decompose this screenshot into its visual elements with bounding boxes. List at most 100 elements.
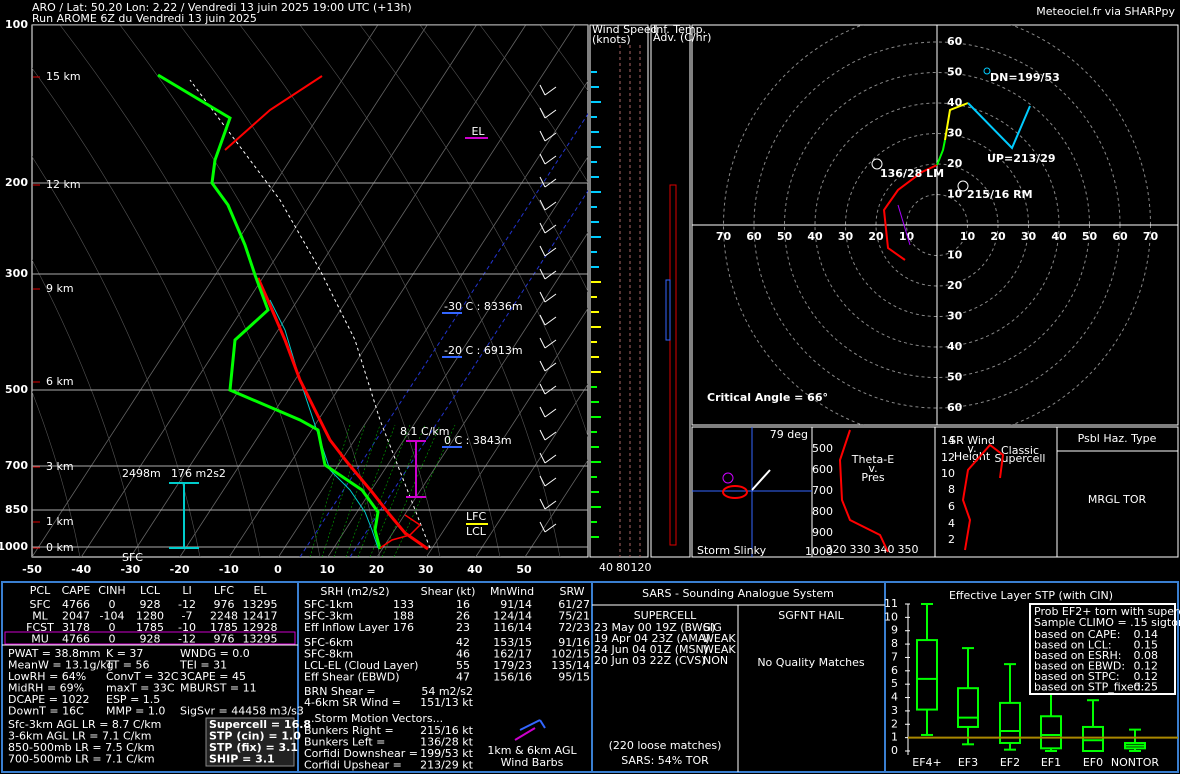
wind-barb [544, 316, 557, 326]
label: 19 Apr 04 23Z (AMA) [594, 632, 710, 645]
label: LFC [214, 584, 234, 597]
label: 8 [891, 637, 898, 650]
label: WNDG = 0.0 [180, 647, 250, 660]
label: 60 [947, 401, 963, 414]
label: LI [182, 584, 191, 597]
wind-barb [544, 293, 557, 303]
label: PCL [30, 584, 51, 597]
label: 23 May 00 19Z (BWG) [594, 621, 715, 634]
label: 0 [109, 598, 116, 611]
label: 928 [140, 633, 161, 646]
label: 6 km [46, 375, 74, 388]
label: 0.25 [1134, 681, 1159, 694]
label: 30 [838, 230, 854, 243]
label: CAPE [62, 584, 91, 597]
label: MBURST = 11 [180, 682, 257, 695]
isotherm [228, 25, 576, 557]
label: NONTOR [1111, 756, 1159, 769]
label: 2 [948, 533, 955, 546]
label: 1000 [0, 540, 28, 553]
isotherm [32, 25, 379, 557]
prob-box [1029, 603, 1176, 695]
wind-barb [544, 86, 557, 96]
label: EF1 [1041, 756, 1061, 769]
label: SRW [559, 585, 584, 598]
label: SIG [703, 621, 722, 634]
label: 188 [393, 610, 414, 623]
label: Storm Slinky [697, 544, 767, 557]
label: EL [471, 125, 485, 138]
isotherm [278, 80, 588, 557]
label: 30 [947, 310, 963, 323]
label: 60 [947, 35, 963, 48]
label: LCL-EL (Cloud Layer) [304, 659, 418, 672]
label: 976 [214, 598, 235, 611]
label: v. [967, 442, 976, 455]
label: 30 [418, 563, 434, 576]
label: 47 [456, 671, 470, 684]
label: 136/28 LM [880, 167, 944, 180]
label: MidRH = 69% [8, 682, 84, 695]
label: 95/15 [558, 671, 590, 684]
label: 40 [947, 340, 963, 353]
label: 1 [891, 731, 898, 744]
label: 30 [947, 127, 963, 140]
label: 3-6km AGL LR = 7.1 C/km [8, 730, 151, 743]
label: Eff Inflow Layer [304, 621, 390, 634]
label: Classic [1001, 444, 1039, 457]
mu-highlight [4, 631, 296, 645]
label: Theta-E [851, 453, 894, 466]
label: (220 loose matches) [609, 739, 722, 752]
label: based on LCL: [1034, 639, 1112, 652]
label: 61/27 [558, 598, 590, 611]
label: 3 [891, 704, 898, 717]
label: 3CAPE = 45 [180, 670, 246, 683]
label: 600 [812, 463, 833, 476]
label: 11 [884, 597, 898, 610]
label: SUPERCELL [634, 609, 697, 622]
label: 23 [456, 621, 470, 634]
skewt-frame [31, 24, 589, 558]
temperature [256, 277, 429, 551]
label: SRH (m2/s2) [320, 585, 389, 598]
label: Sfc-3km AGL LR = 8.7 C/km [8, 718, 161, 731]
label: 12928 [243, 621, 278, 634]
label: 20 [369, 563, 385, 576]
wind-barb [539, 176, 546, 188]
isotherm [327, 155, 588, 557]
label: 350 [898, 543, 919, 556]
wind-barb [539, 245, 546, 257]
label: 700 [5, 459, 28, 472]
label: 4-6km SR Wind = [304, 696, 401, 709]
label: 8.1 C/km [400, 425, 449, 438]
label: MeanW = 13.1g/kg [8, 659, 114, 672]
label: based on STPC: [1034, 670, 1120, 683]
label: SFC [30, 598, 51, 611]
label: 46 [456, 648, 470, 661]
label: 4766 [62, 598, 90, 611]
label: Corfidi Upshear = [304, 759, 402, 772]
label: 40 [1051, 230, 1067, 243]
label: 10 [960, 230, 976, 243]
label: 1785 [210, 621, 238, 634]
label: 20 [868, 230, 884, 243]
isotherm [426, 307, 588, 557]
label: Supercell [995, 452, 1046, 465]
label: Supercell = 16.8 [209, 718, 311, 731]
label: 50 [1082, 230, 1098, 243]
label: 1785 [136, 621, 164, 634]
label: 0.12 [1134, 660, 1159, 673]
wind-barb [539, 475, 546, 487]
wind-barb [544, 523, 557, 533]
label: 7 [891, 650, 898, 663]
label: 4 [948, 517, 955, 530]
isotherm [179, 25, 527, 557]
label: SGFNT HAIL [778, 609, 844, 622]
label: 50 [516, 563, 532, 576]
label: 0 [274, 563, 282, 576]
label: DCAPE = 1022 [8, 693, 89, 706]
label: LowRH = 64% [8, 670, 86, 683]
mixing-ratio [309, 424, 351, 557]
bottom-frame [1, 581, 1179, 773]
label: TT = 56 [105, 659, 149, 672]
